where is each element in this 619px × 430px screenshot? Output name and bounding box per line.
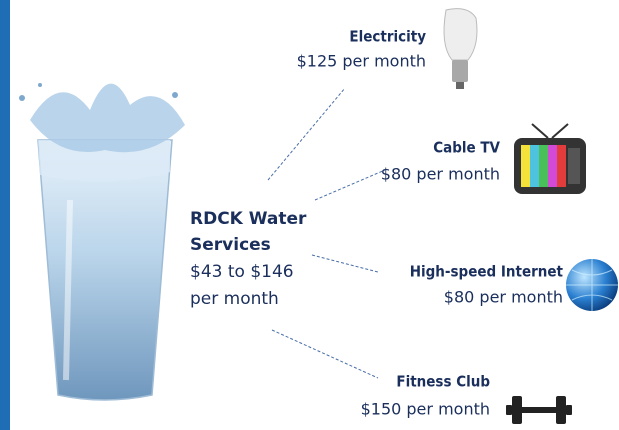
bulb-icon — [443, 8, 478, 89]
item-label: High-speed Internet — [410, 263, 564, 281]
connector — [311, 254, 379, 273]
center-price: $43 to $146 — [190, 262, 294, 282]
item-price: $125 per month — [297, 52, 426, 71]
item-price: $80 per month — [381, 165, 500, 184]
connector — [267, 87, 346, 181]
item-label: Fitness Club — [396, 373, 490, 391]
tv-icon — [514, 123, 586, 194]
item-price: $150 per month — [361, 400, 490, 419]
center-title: Services — [190, 235, 271, 255]
water-glass — [19, 83, 185, 401]
connector — [271, 329, 379, 379]
item-label: Electricity — [349, 28, 426, 46]
connector — [314, 169, 386, 201]
center-price: per month — [190, 289, 279, 309]
side-strip — [0, 0, 10, 430]
item-label: Cable TV — [433, 139, 500, 157]
dumbbell-icon — [506, 396, 572, 424]
globe-icon — [566, 259, 618, 311]
item-price: $80 per month — [444, 288, 563, 307]
center-title: RDCK Water — [190, 209, 307, 229]
